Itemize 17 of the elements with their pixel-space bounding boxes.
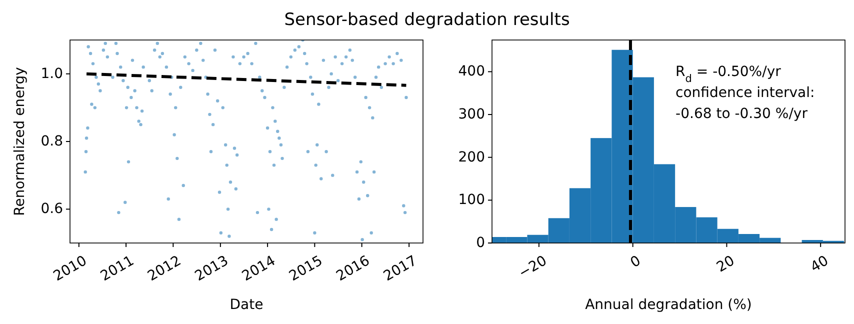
x-axis-title: Date xyxy=(230,297,264,313)
y-tick-label: 400 xyxy=(458,64,485,80)
y-tick-label: 0.8 xyxy=(40,134,63,150)
x-axis-title: Annual degradation (%) xyxy=(585,297,752,313)
y-tick-label: 300 xyxy=(458,106,485,123)
y-tick-label: 0.6 xyxy=(40,201,64,218)
x-tick-label: −20 xyxy=(516,252,550,282)
annotation: R$_{d}$ = -0.50%/yr confidence interval: -0.68 to -0.30 %/yr xyxy=(676,64,815,122)
y-tick-label: 100 xyxy=(458,192,485,208)
x-tick-label: 20 xyxy=(714,252,738,276)
x-tick-label: 40 xyxy=(808,252,832,276)
y-tick-label: 1.0 xyxy=(40,66,63,82)
chart-title: Sensor-based degradation results xyxy=(284,10,570,30)
y-tick-label: 0 xyxy=(476,235,485,251)
y-tick-label: 200 xyxy=(458,149,485,166)
y-axis-title: Renormalized energy xyxy=(12,67,28,216)
x-tick-label: 0 xyxy=(628,252,644,272)
